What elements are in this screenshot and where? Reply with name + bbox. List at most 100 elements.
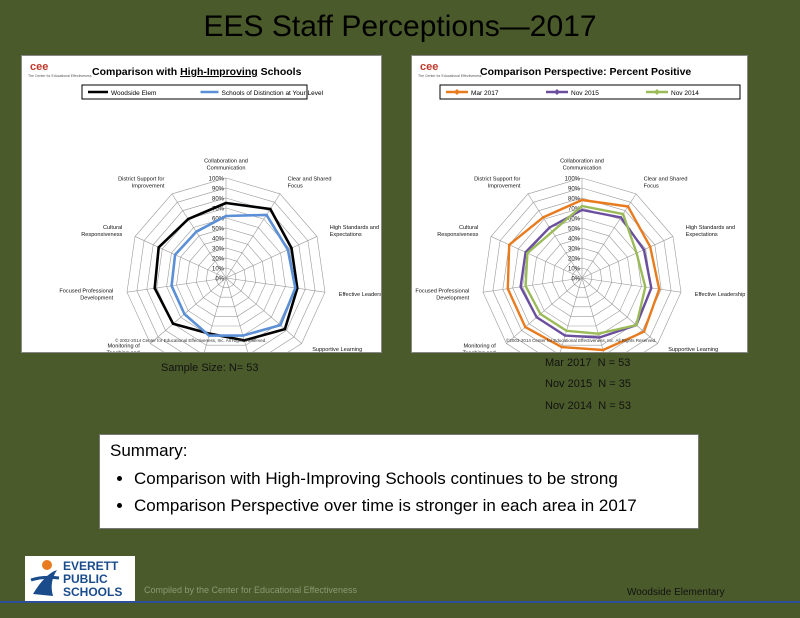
category-label-line: Cultural xyxy=(103,225,122,231)
category-label-line: Monitoring of xyxy=(463,344,496,350)
data-point xyxy=(173,253,177,256)
tick-label: 70% xyxy=(212,207,225,213)
data-point xyxy=(601,348,605,352)
data-point xyxy=(524,284,527,288)
legend-entry: Nov 2015 xyxy=(571,90,599,97)
category-label-line: District Support for xyxy=(474,177,520,183)
tick-label: 50% xyxy=(212,227,225,233)
grid-ring xyxy=(512,207,652,346)
data-point xyxy=(524,251,527,254)
tick-label: 40% xyxy=(568,237,581,243)
category-label-line: Clear and Shared xyxy=(288,177,332,183)
grid-ring xyxy=(502,197,662,352)
data-point xyxy=(153,287,156,290)
grid-spoke xyxy=(225,193,281,279)
category-label: Supportive LearningEnvironment xyxy=(312,347,362,352)
grid-ring xyxy=(146,197,306,352)
tick-label: 0% xyxy=(571,277,580,283)
category-label: Supportive LearningEnvironment xyxy=(668,347,718,352)
series-line-0 xyxy=(153,201,299,342)
school-name-footer: Woodside Elementary xyxy=(627,587,725,598)
everett-public-schools-logo: EVERETT PUBLIC SCHOOLS xyxy=(25,556,135,602)
tick-label: 30% xyxy=(212,247,225,253)
data-point xyxy=(526,251,529,255)
data-point xyxy=(187,217,190,221)
sample-count: N = 53 xyxy=(597,357,631,369)
summary-bullet: Comparison Perspective over time is stro… xyxy=(134,492,688,519)
grid-spoke xyxy=(225,277,326,293)
data-point xyxy=(560,345,563,349)
series-line-1 xyxy=(519,208,653,339)
category-label-line: Collaboration and xyxy=(560,159,604,165)
category-label-line: Improvement xyxy=(488,184,521,190)
runner-icon xyxy=(30,560,60,596)
category-label: High Standards and Expectations xyxy=(330,225,379,238)
tick-label: 0% xyxy=(215,277,224,283)
tick-label: 40% xyxy=(212,237,225,243)
grid-spoke xyxy=(225,236,318,279)
tick-label: 90% xyxy=(212,187,225,193)
category-label: Effective Leadership xyxy=(339,292,381,298)
sample-size-mar-2017: Mar 2017 N = 53 xyxy=(545,357,630,369)
data-point xyxy=(290,246,293,250)
tick-label: 10% xyxy=(212,267,225,273)
grid-ring xyxy=(542,237,622,317)
category-label-line: Clear and Shared xyxy=(644,177,688,183)
sample-period: Nov 2015 xyxy=(545,378,593,390)
sample-count: N = 53 xyxy=(598,400,631,412)
slide-title: EES Staff Perceptions—2017 xyxy=(203,10,597,43)
category-label-line: District Support for xyxy=(118,177,164,183)
chart-panel-percent-positive: cee The Center for Educational Effectiven… xyxy=(411,55,748,353)
data-point xyxy=(650,286,653,290)
chart-title-part: Comparison Perspective: Percent Positive xyxy=(480,66,691,78)
cee-logo-mark: cee xyxy=(30,61,48,73)
category-label: District Support for Improvement xyxy=(118,177,165,190)
category-label: District Support for Improvement xyxy=(474,177,521,190)
cee-logo-mark: cee xyxy=(420,61,438,73)
data-point xyxy=(265,213,268,217)
data-point xyxy=(224,201,228,205)
grid-ring xyxy=(215,267,237,288)
data-point xyxy=(626,205,630,208)
tick-label: 50% xyxy=(568,227,581,233)
tick-label: 80% xyxy=(212,197,225,203)
grid-spoke xyxy=(482,277,583,293)
tick-label: 10% xyxy=(568,267,581,273)
category-label: High Standards and Expectations xyxy=(686,225,735,238)
sample-size-nov-2014: Nov 2014 N = 53 xyxy=(545,400,631,412)
footer-divider xyxy=(0,601,800,603)
data-point xyxy=(171,322,175,325)
tick-label: 20% xyxy=(568,257,581,263)
series-line-0 xyxy=(506,198,661,352)
data-point xyxy=(565,329,568,332)
category-label-line: Effective Leadership xyxy=(695,292,746,298)
grid-spoke xyxy=(559,277,583,352)
summary-list: Comparison with High-Improving Schools c… xyxy=(110,465,688,519)
sample-period: Nov 2014 xyxy=(545,400,593,412)
grid-ring xyxy=(482,177,682,352)
data-point xyxy=(506,287,509,290)
grid-spoke xyxy=(225,277,302,344)
data-point xyxy=(635,251,638,255)
data-point xyxy=(535,316,538,319)
chart-title-part: Schools xyxy=(258,66,302,78)
category-label-line: Focus xyxy=(288,184,303,190)
grid-spoke xyxy=(150,277,227,344)
data-point xyxy=(580,208,584,212)
grid-spoke xyxy=(581,193,637,279)
data-point xyxy=(580,198,584,202)
data-point xyxy=(283,327,287,331)
cee-logo-caption: The Center for Educational Effectiveness xyxy=(418,74,482,78)
data-point xyxy=(649,245,652,248)
chart-panel-high-improving: cee The Center for Educational Effectiven… xyxy=(21,55,382,353)
chart-title-emphasis: High-Improving xyxy=(180,66,258,78)
category-label-line: Monitoring of xyxy=(107,344,140,350)
data-point xyxy=(621,212,625,216)
data-point xyxy=(508,243,511,246)
category-label-line: Teaching and xyxy=(107,351,140,352)
category-label-line: Communication xyxy=(563,166,602,172)
category-label-line: Effective Leadership xyxy=(339,292,381,298)
data-point xyxy=(157,246,160,249)
category-label: Collaboration and Communication xyxy=(560,159,604,172)
